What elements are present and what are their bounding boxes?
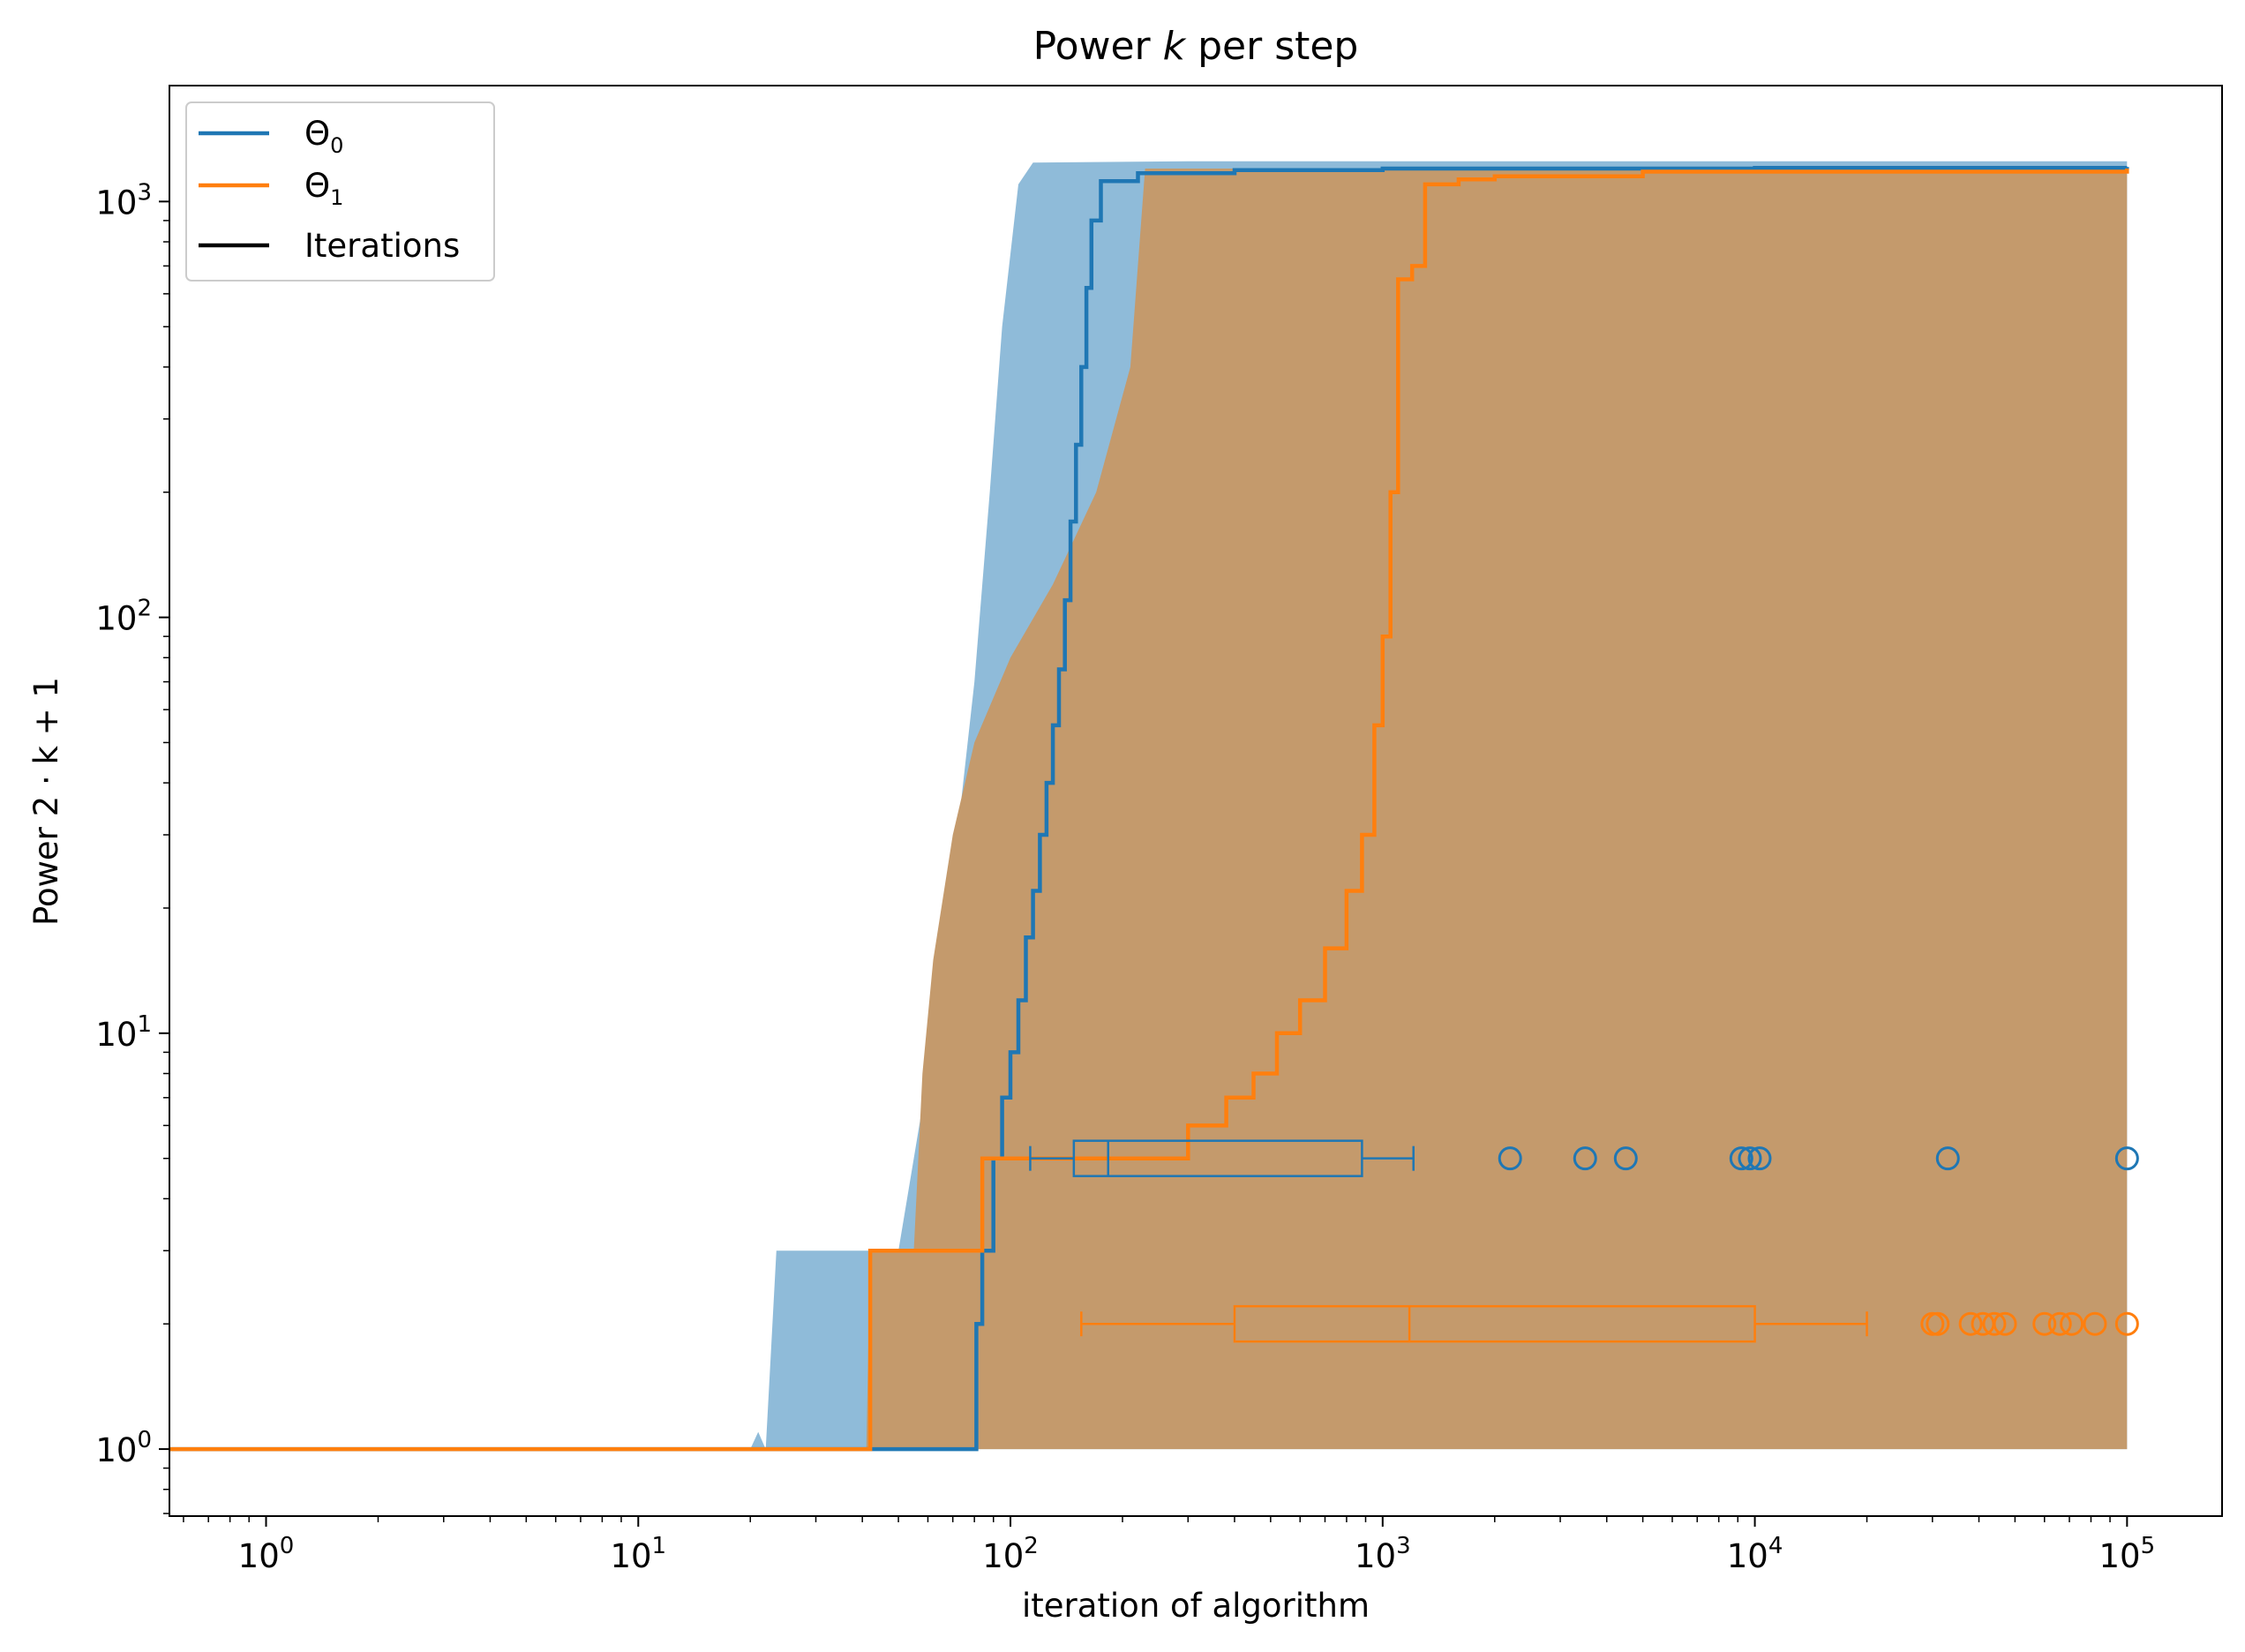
legend-label-iterations: Iterations bbox=[304, 227, 460, 265]
outlier-point bbox=[2114, 1146, 2139, 1171]
uncertainty-bands bbox=[169, 161, 2128, 1450]
x-tick-label: 102 bbox=[982, 1533, 1039, 1575]
boxplots bbox=[1029, 1139, 2139, 1343]
legend: Θ0 Θ1 Iterations bbox=[185, 101, 495, 282]
outlier-point bbox=[1935, 1146, 1960, 1171]
x-axis-label: iteration of algorithm bbox=[1022, 1587, 1370, 1625]
legend-label-theta0: Θ0 bbox=[304, 115, 343, 158]
outlier-point bbox=[1613, 1146, 1638, 1171]
boxplot-series-1 bbox=[1080, 1304, 2139, 1343]
outlier-point bbox=[1747, 1146, 1772, 1171]
x-tick-label: 104 bbox=[1727, 1533, 1783, 1575]
plot-area bbox=[169, 161, 2139, 1452]
y-axis-label: Power 2 · k + 1 bbox=[27, 677, 65, 926]
box-iqr bbox=[1072, 1139, 1363, 1177]
outlier-point bbox=[1738, 1146, 1762, 1171]
boxplot-series-0 bbox=[1029, 1139, 2139, 1177]
x-tick-label: 105 bbox=[2099, 1533, 2156, 1575]
y-tick-label: 101 bbox=[95, 1011, 152, 1054]
x-tick-label: 103 bbox=[1355, 1533, 1411, 1575]
outlier-point bbox=[1993, 1311, 2017, 1336]
axes-frame bbox=[169, 85, 2223, 1517]
box-iqr bbox=[1233, 1304, 1756, 1343]
y-tick-label: 102 bbox=[95, 596, 152, 638]
outlier-point bbox=[2047, 1311, 2072, 1336]
legend-label-theta1: Θ1 bbox=[304, 167, 343, 210]
outlier-point bbox=[1498, 1146, 1522, 1171]
chart-title: Power k per step bbox=[1033, 24, 1359, 69]
outlier-point bbox=[2083, 1311, 2107, 1336]
legend-frame bbox=[185, 101, 495, 282]
outlier-point bbox=[1982, 1311, 2007, 1336]
outlier-point bbox=[1573, 1146, 1597, 1171]
band-series-1 bbox=[169, 169, 2128, 1450]
outlier-point bbox=[1958, 1311, 1983, 1336]
x-tick-label: 101 bbox=[610, 1533, 666, 1575]
y-tick-label: 100 bbox=[95, 1427, 152, 1469]
outlier-point bbox=[2060, 1311, 2084, 1336]
outlier-point bbox=[2032, 1311, 2057, 1336]
outlier-point bbox=[1729, 1146, 1753, 1171]
outlier-point bbox=[2114, 1311, 2139, 1336]
outlier-point bbox=[1926, 1311, 1950, 1336]
axes: 100 101 102 103 104 105 100 101 102 103 bbox=[95, 85, 2223, 1575]
x-tick-label: 100 bbox=[238, 1533, 295, 1575]
y-tick-label: 103 bbox=[95, 179, 152, 222]
